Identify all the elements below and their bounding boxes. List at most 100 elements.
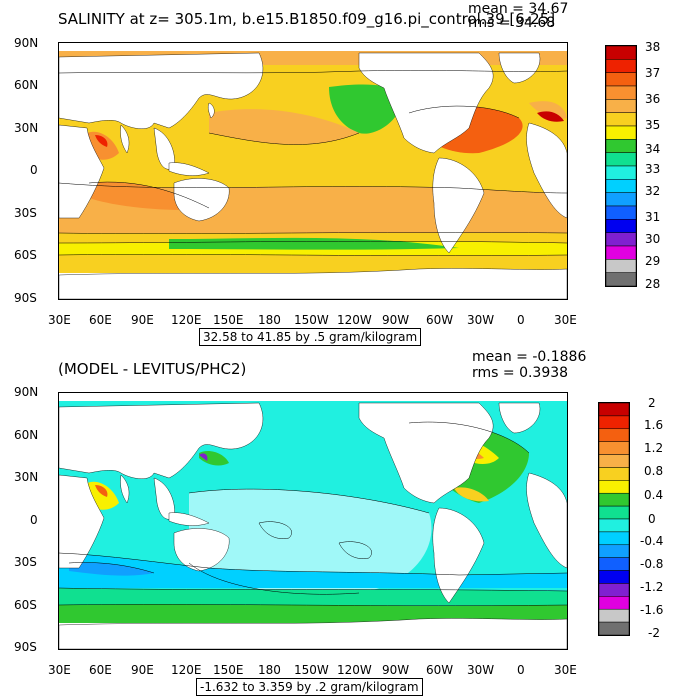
colorbar-swatch [599, 428, 629, 442]
lon-tick: 30W [467, 663, 495, 677]
colorbar-swatch [606, 179, 636, 193]
colorbar-swatch [606, 205, 636, 220]
lon-tick: 30E [48, 663, 71, 677]
colorbar-swatch [599, 544, 629, 558]
colorbar-swatch [599, 492, 629, 507]
colorbar-swatch [599, 570, 629, 584]
lat-tick: 30N [14, 121, 39, 135]
colorbar-swatch [606, 46, 636, 60]
lon-tick: 90E [131, 663, 154, 677]
lon-tick: 0 [517, 663, 525, 677]
lon-tick: 150W [294, 313, 329, 327]
colorbar-label: -0.4 [640, 534, 664, 548]
lon-tick: 60W [426, 313, 454, 327]
colorbar-label: -2 [648, 626, 660, 640]
colorbar-swatch [606, 192, 636, 207]
lat-tick: 60N [14, 78, 39, 92]
lon-tick: 120E [171, 313, 202, 327]
colorbar-swatch [599, 621, 629, 635]
colorbar-swatch [606, 259, 636, 273]
colorbar-swatch [606, 125, 636, 140]
lon-tick: 120W [337, 313, 372, 327]
colorbar-swatch [599, 467, 629, 481]
colorbar-label: 31 [645, 210, 661, 224]
rms-value: rms = 0.3938 [472, 365, 569, 381]
colorbar-label: 38 [645, 40, 661, 54]
lon-tick: 90W [382, 313, 410, 327]
lon-tick: 150E [213, 663, 244, 677]
colorbar-swatch [599, 454, 629, 468]
lon-tick: 90W [382, 663, 410, 677]
lon-tick: 60W [426, 663, 454, 677]
colorbar-swatch [606, 152, 636, 167]
lon-tick: 120E [171, 663, 202, 677]
lat-tick: 30N [14, 470, 39, 484]
colorbar-swatch [606, 219, 636, 233]
colorbar-swatch [606, 245, 636, 260]
colorbar-difference [598, 402, 630, 636]
colorbar-label: 0.4 [644, 488, 664, 502]
lat-tick: 60N [14, 428, 39, 442]
lat-tick: 90N [14, 36, 39, 50]
lat-tick: 0 [30, 163, 38, 177]
colorbar-swatch [606, 139, 636, 153]
lon-tick: 60E [89, 313, 112, 327]
colorbar-salinity [605, 45, 637, 287]
lon-tick: 30E [554, 313, 577, 327]
lat-tick: 0 [30, 513, 38, 527]
colorbar-label: 32 [645, 184, 661, 198]
lon-tick: 30E [48, 313, 71, 327]
salinity-map [58, 42, 568, 300]
colorbar-label: -0.8 [640, 557, 664, 571]
lon-tick: 90E [131, 313, 154, 327]
map-title-salinity: SALINITY at z= 305.1m, b.e15.B1850.f09_g… [58, 10, 556, 28]
colorbar-label: 37 [645, 66, 661, 80]
colorbar-swatch [599, 403, 629, 417]
colorbar-swatch [599, 557, 629, 571]
colorbar-swatch [599, 583, 629, 597]
lat-tick: 90S [14, 640, 37, 654]
colorbar-label: 0 [648, 512, 656, 526]
difference-map [58, 392, 568, 650]
colorbar-label: 35 [645, 118, 661, 132]
colorbar-swatch [599, 441, 629, 455]
lon-tick: 30W [467, 313, 495, 327]
lat-tick: 90S [14, 291, 37, 305]
rms-value: rms = 34.68 [468, 15, 556, 31]
lon-tick: 0 [517, 313, 525, 327]
colorbar-swatch [606, 72, 636, 87]
colorbar-swatch [606, 112, 636, 127]
colorbar-label: 0.8 [644, 464, 664, 478]
colorbar-label: -1.2 [640, 580, 664, 594]
lon-tick: 60E [89, 663, 112, 677]
colorbar-label: 28 [645, 277, 661, 291]
lon-tick: 150W [294, 663, 329, 677]
colorbar-swatch [606, 165, 636, 180]
colorbar-label: 1.6 [644, 418, 664, 432]
colorbar-swatch [606, 99, 636, 113]
lon-tick: 120W [337, 663, 372, 677]
lat-tick: 90N [14, 385, 39, 399]
colorbar-label: -1.6 [640, 603, 664, 617]
contour-range-label: -1.632 to 3.359 by .2 gram/kilogram [196, 678, 423, 696]
colorbar-label: 1.2 [644, 441, 664, 455]
colorbar-label: 30 [645, 232, 661, 246]
lat-tick: 30S [14, 206, 37, 220]
colorbar-label: 33 [645, 162, 661, 176]
colorbar-swatch [606, 232, 636, 247]
colorbar-label: 2 [648, 396, 656, 410]
lon-tick: 180 [258, 313, 281, 327]
lon-tick: 180 [258, 663, 281, 677]
colorbar-label: 34 [645, 142, 661, 156]
colorbar-label: 29 [645, 254, 661, 268]
colorbar-label: 36 [645, 92, 661, 106]
colorbar-swatch [599, 518, 629, 533]
colorbar-swatch [606, 85, 636, 100]
contour-range-label: 32.58 to 41.85 by .5 gram/kilogram [199, 328, 422, 346]
colorbar-swatch [599, 480, 629, 494]
colorbar-swatch [606, 272, 636, 286]
colorbar-swatch [599, 505, 629, 520]
colorbar-swatch [599, 531, 629, 546]
lat-tick: 30S [14, 555, 37, 569]
map-title-difference: (MODEL - LEVITUS/PHC2) [58, 360, 247, 378]
